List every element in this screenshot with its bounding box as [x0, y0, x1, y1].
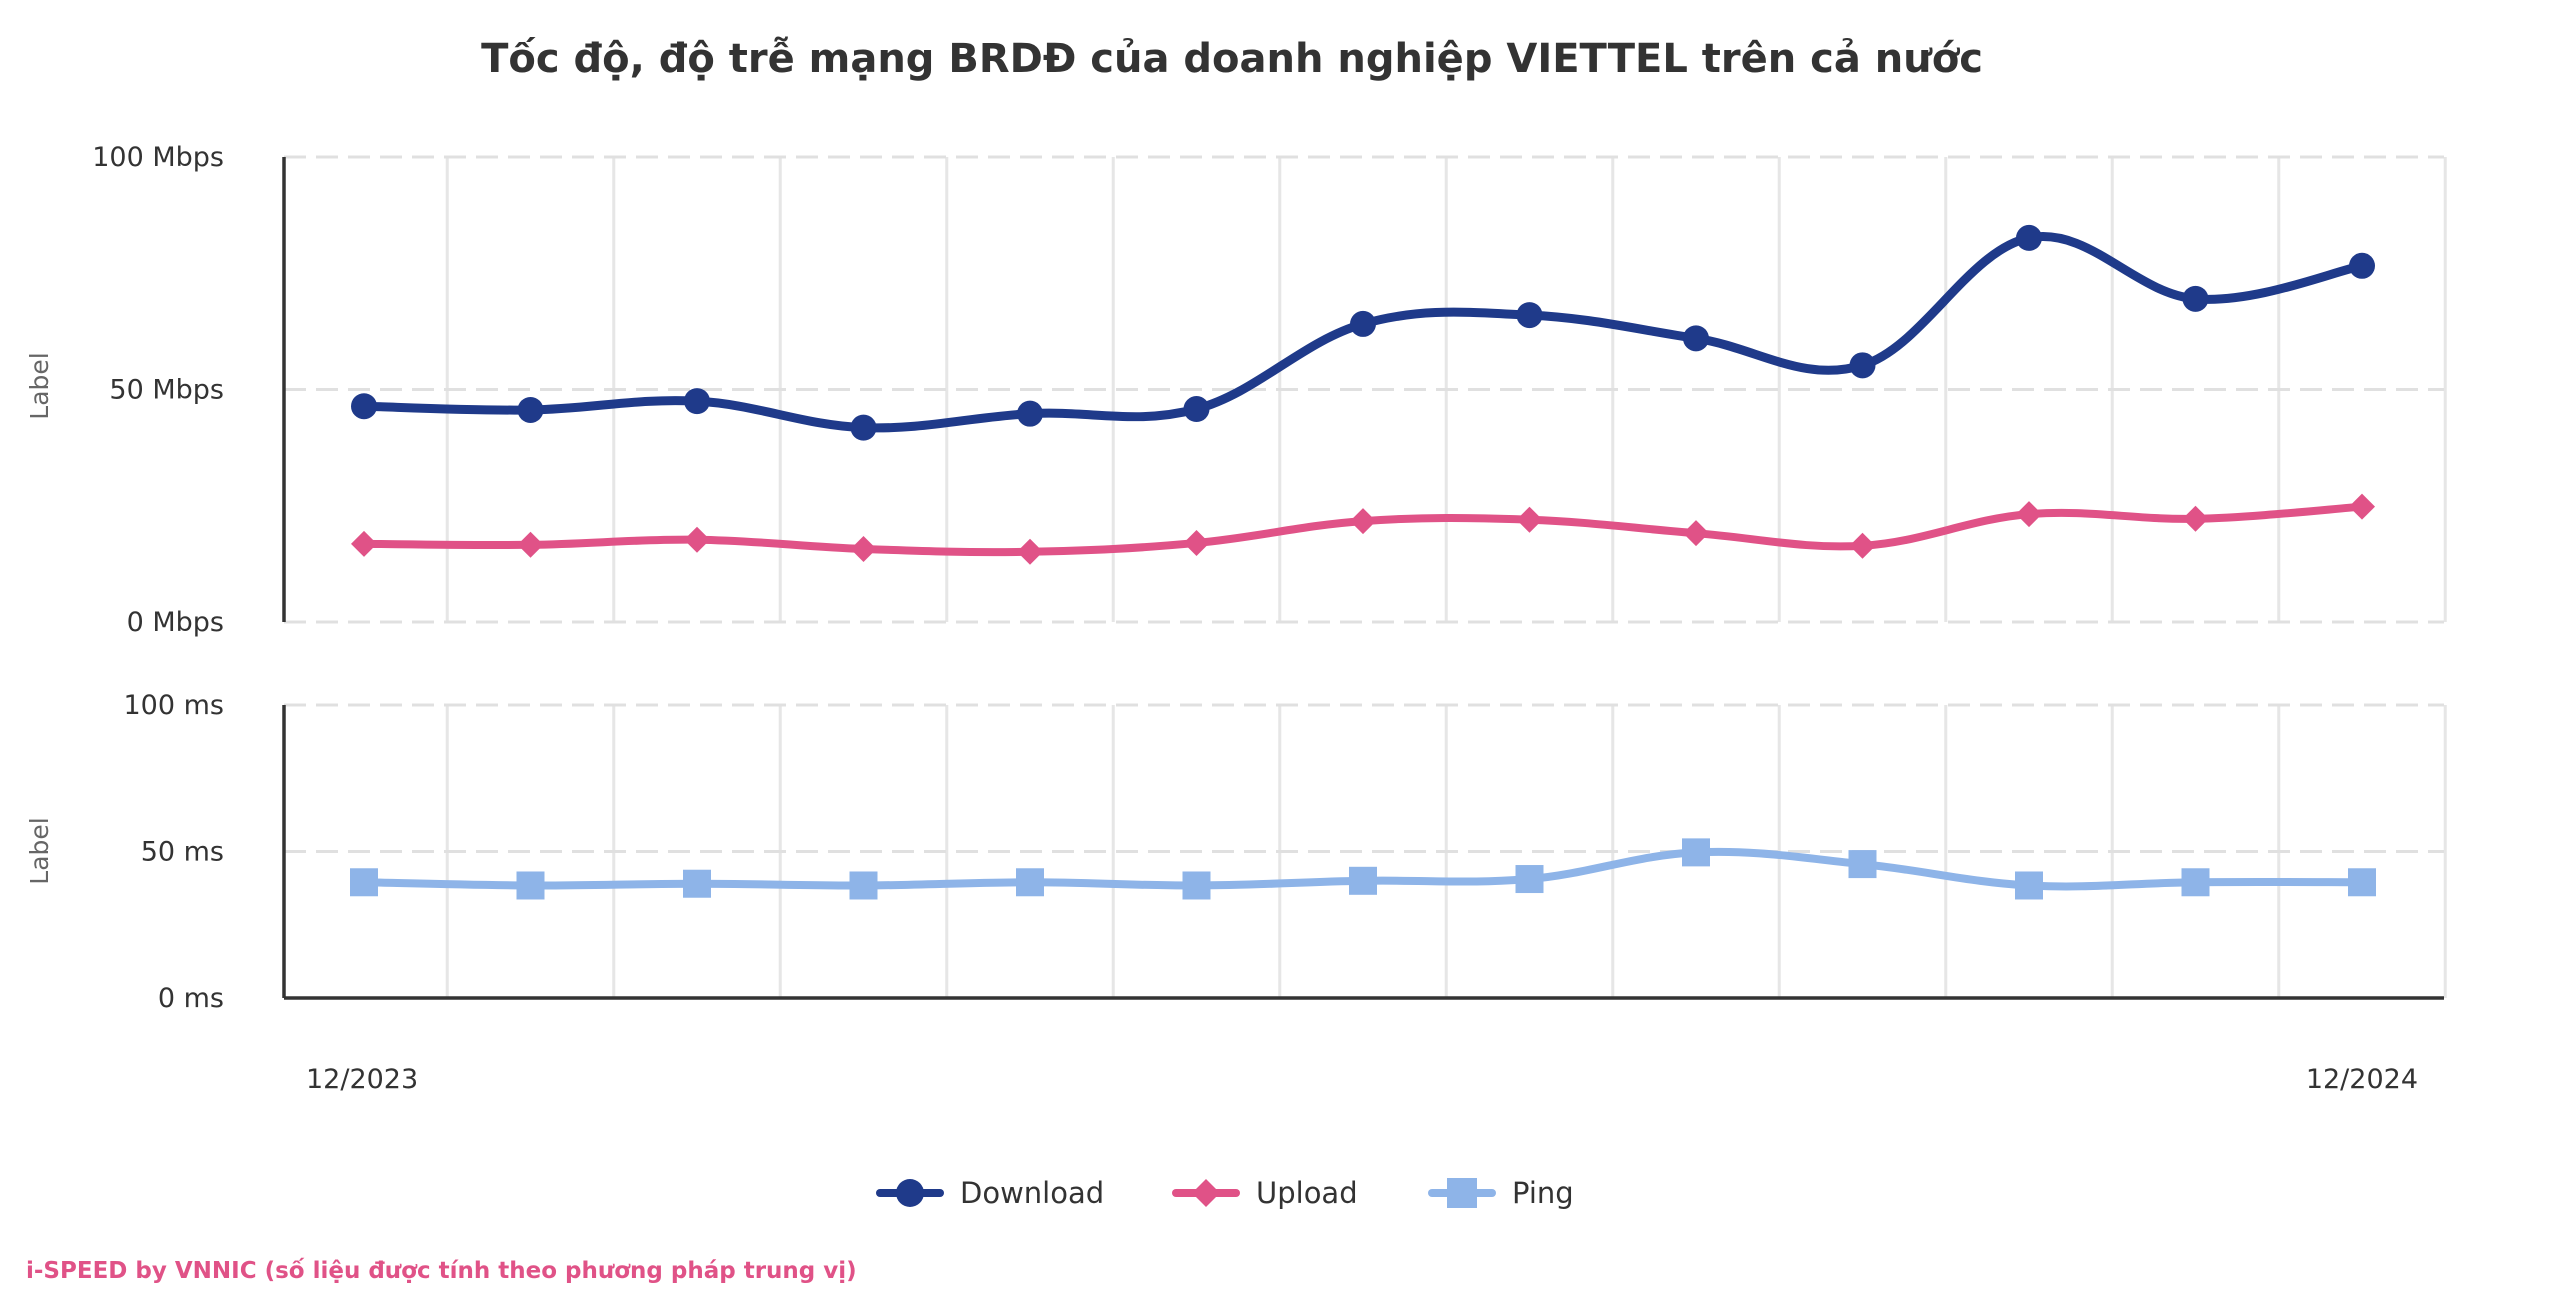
data-point-download — [1516, 302, 1543, 329]
y-axis-title: Label — [25, 817, 54, 884]
axis-tick-labels: 0 Mbps 50 Mbps 100 Mbps Label 0 ms 50 ms 100 m… — [25, 142, 2418, 1095]
series-layer — [350, 224, 2376, 900]
chart-title: Tốc độ, độ trễ mạng BRDĐ của doanh nghiệ… — [481, 36, 1983, 82]
data-point-download — [1849, 352, 1876, 379]
data-point-download — [1350, 310, 1376, 337]
legend-label: Download — [960, 1176, 1104, 1210]
data-point-ping — [1848, 850, 1877, 879]
data-point-download — [1017, 400, 1043, 427]
legend-label: Ping — [1512, 1176, 1574, 1210]
y-tick-label: 50 Mbps — [109, 375, 224, 406]
data-point-ping — [683, 869, 711, 898]
y-tick-label: 0 ms — [158, 983, 224, 1014]
legend-item-ping[interactable]: Ping — [1428, 1176, 1574, 1210]
data-point-download — [2349, 252, 2375, 279]
data-point-ping — [2181, 868, 2210, 897]
y-tick-label: 0 Mbps — [127, 607, 224, 638]
data-point-upload — [517, 531, 544, 558]
data-point-upload — [2349, 493, 2375, 520]
y-axis-title: Label — [25, 352, 54, 419]
data-point-download — [684, 388, 710, 415]
data-point-upload — [351, 530, 377, 557]
legend-item-upload[interactable]: Upload — [1172, 1176, 1358, 1210]
data-point-upload — [1017, 538, 1043, 565]
data-point-upload — [2016, 501, 2042, 528]
data-point-upload — [1183, 529, 1210, 556]
data-point-ping — [1515, 865, 1544, 894]
credit-text: i-SPEED by VNNIC (số liệu được tính theo… — [26, 1257, 857, 1284]
data-point-download — [2016, 224, 2042, 251]
data-point-ping — [1349, 866, 1377, 895]
data-point-upload — [1849, 532, 1876, 559]
data-point-download — [2182, 285, 2209, 312]
data-point-ping — [1016, 868, 1044, 897]
data-point-ping — [1182, 871, 1211, 900]
data-point-upload — [1350, 508, 1376, 535]
legend[interactable]: Download Upload Ping — [876, 1176, 1574, 1210]
y-tick-label: 100 Mbps — [92, 142, 224, 173]
legend-marker-diamond — [1192, 1179, 1220, 1207]
data-point-download — [351, 393, 377, 420]
y-tick-label: 100 ms — [124, 690, 225, 721]
data-point-ping — [516, 871, 545, 900]
legend-marker-square — [1447, 1178, 1477, 1208]
x-tick-label: 12/2024 — [2306, 1064, 2418, 1095]
legend-marker-circle — [896, 1179, 924, 1207]
y-tick-label: 50 ms — [141, 837, 224, 868]
data-point-ping — [849, 871, 878, 900]
data-point-upload — [1516, 506, 1543, 533]
data-point-download — [1683, 325, 1709, 352]
axes — [282, 157, 2444, 1000]
legend-label: Upload — [1256, 1176, 1358, 1210]
x-tick-label: 12/2023 — [306, 1064, 418, 1095]
data-point-upload — [1683, 520, 1709, 547]
grid-lines — [284, 155, 2447, 1000]
data-point-ping — [350, 868, 378, 897]
data-point-ping — [2348, 868, 2376, 897]
data-point-download — [1183, 396, 1210, 423]
data-point-upload — [2182, 505, 2209, 532]
data-point-upload — [850, 535, 877, 562]
data-point-upload — [684, 526, 710, 553]
data-point-ping — [1682, 838, 1710, 867]
data-point-download — [517, 396, 544, 423]
data-point-download — [850, 414, 877, 441]
legend-item-download[interactable]: Download — [876, 1176, 1104, 1210]
data-point-ping — [2015, 871, 2043, 900]
